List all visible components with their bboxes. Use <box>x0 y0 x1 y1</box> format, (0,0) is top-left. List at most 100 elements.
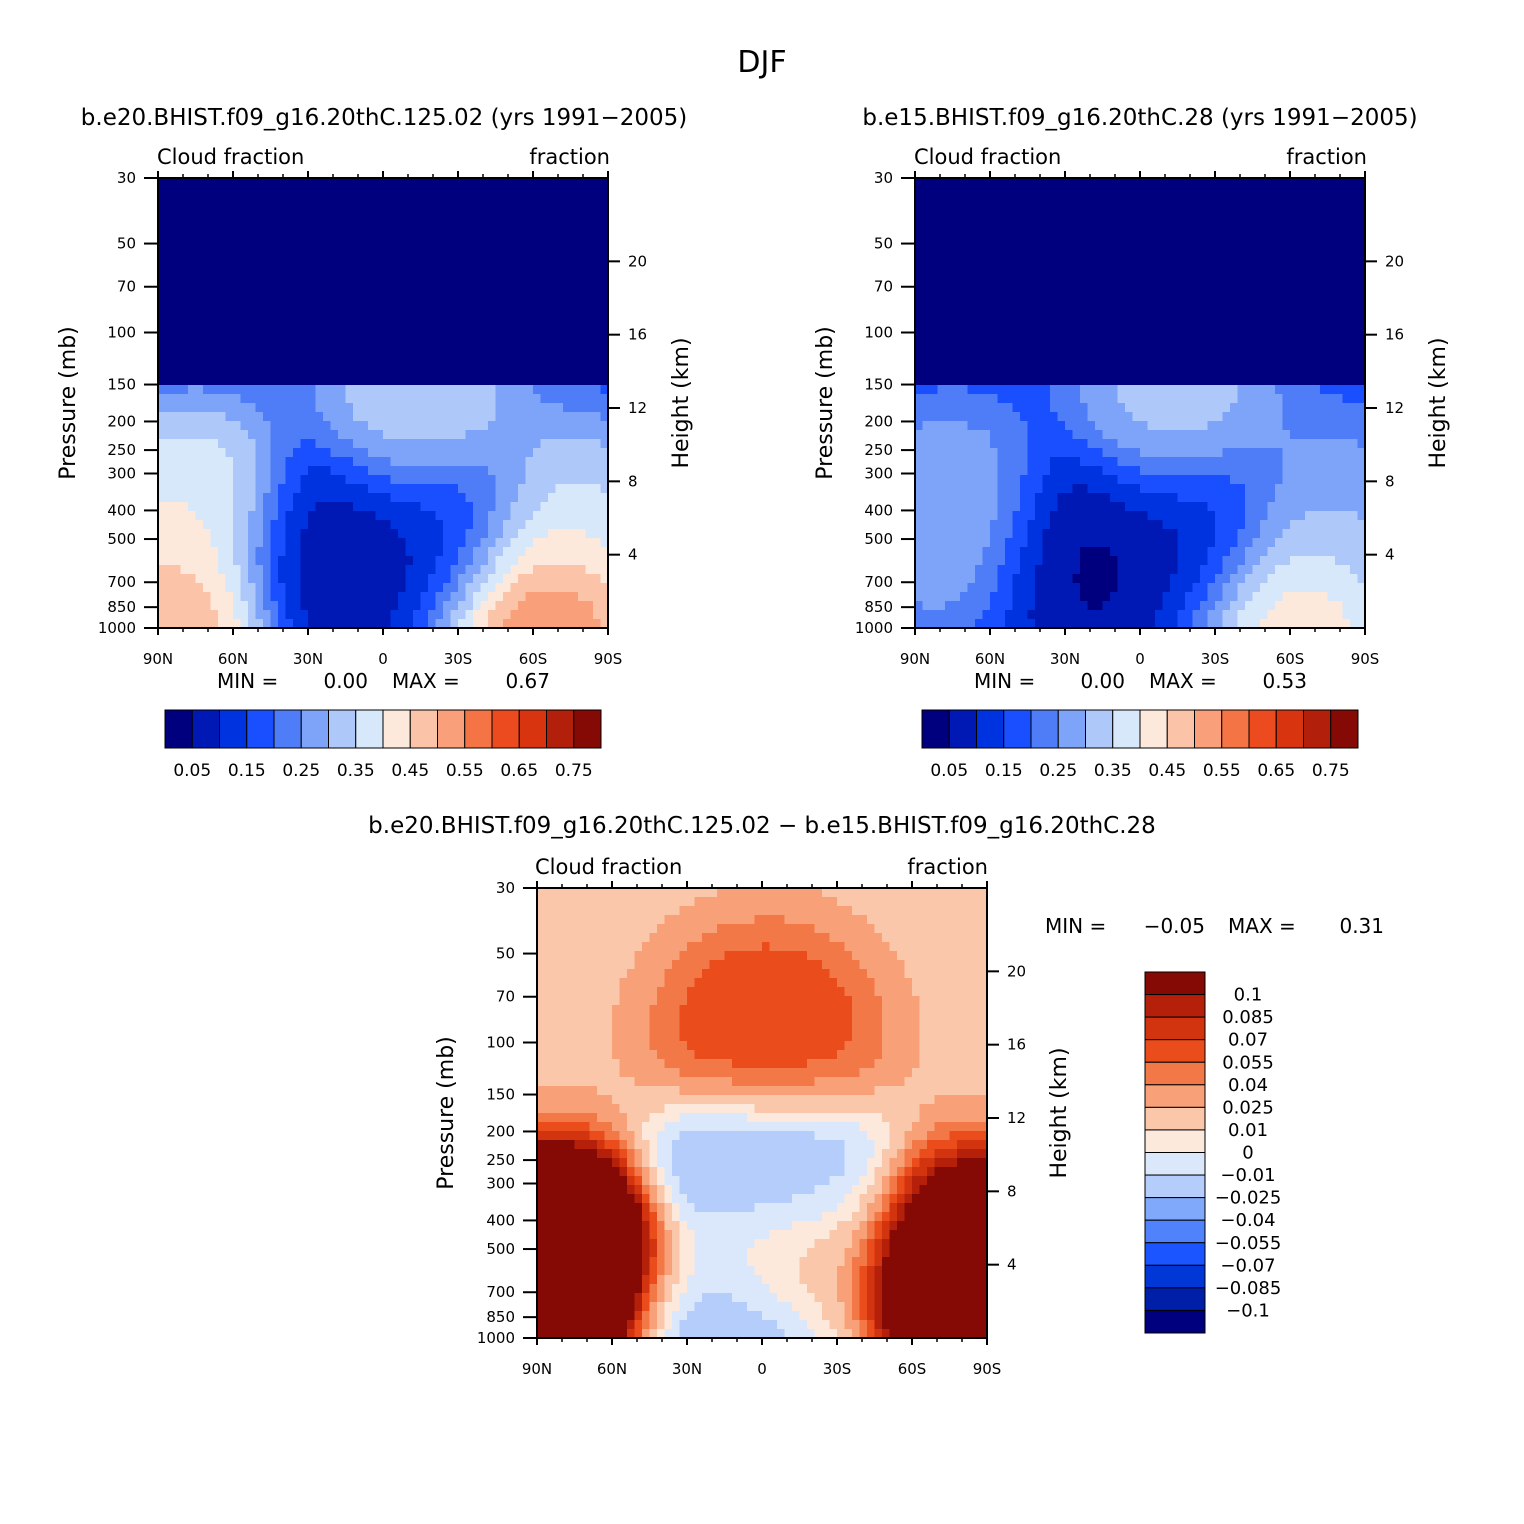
field-cell <box>203 421 212 431</box>
field-cell <box>1027 502 1036 512</box>
field-cell <box>1147 295 1156 305</box>
field-cell <box>1080 187 1089 197</box>
field-cell <box>368 304 377 314</box>
field-cell <box>1057 421 1066 431</box>
field-cell <box>495 286 504 296</box>
field-cell <box>1155 358 1164 368</box>
field-cell <box>443 394 452 404</box>
field-cell <box>1050 529 1059 539</box>
field-cell <box>1012 277 1021 287</box>
field-cell <box>1027 466 1036 476</box>
field-cell <box>525 376 534 386</box>
field-cell <box>1065 322 1074 332</box>
field-cell <box>937 205 946 215</box>
field-cell <box>405 340 414 350</box>
field-cell <box>1155 430 1164 440</box>
field-cell <box>570 205 579 215</box>
field-cell <box>240 241 249 251</box>
field-cell <box>368 358 377 368</box>
field-cell <box>593 331 602 341</box>
field-cell <box>1125 340 1134 350</box>
field-cell <box>990 610 999 620</box>
field-cell <box>1117 448 1126 458</box>
field-cell <box>368 259 377 269</box>
field-cell <box>458 196 467 206</box>
field-cell <box>1110 385 1119 395</box>
field-cell <box>240 304 249 314</box>
field-cell <box>240 340 249 350</box>
field-cell <box>1042 565 1051 575</box>
field-cell <box>930 601 939 611</box>
field-cell <box>165 241 174 251</box>
field-cell <box>1020 529 1029 539</box>
field-cell <box>300 538 309 548</box>
field-cell <box>330 619 339 629</box>
field-cell <box>960 502 969 512</box>
field-cell <box>435 205 444 215</box>
field-cell <box>548 430 557 440</box>
field-cell <box>1110 565 1119 575</box>
field-cell <box>473 502 482 512</box>
field-cell <box>473 403 482 413</box>
field-cell <box>1012 583 1021 593</box>
field-cell <box>210 457 219 467</box>
field-cell <box>165 277 174 287</box>
field-cell <box>195 178 204 188</box>
field-cell <box>360 403 369 413</box>
field-cell <box>405 196 414 206</box>
field-cell <box>300 196 309 206</box>
field-cell <box>390 313 399 323</box>
field-cell <box>255 574 264 584</box>
field-cell <box>563 358 572 368</box>
field-cell <box>465 403 474 413</box>
field-cell <box>1050 475 1059 485</box>
field-cell <box>1117 295 1126 305</box>
field-cell <box>1162 367 1171 377</box>
field-cell <box>165 313 174 323</box>
field-cell <box>308 430 317 440</box>
field-cell <box>413 547 422 557</box>
field-cell <box>540 457 549 467</box>
field-cell <box>975 520 984 530</box>
field-cell <box>578 223 587 233</box>
field-cell <box>225 295 234 305</box>
field-cell <box>945 574 954 584</box>
field-cell <box>300 430 309 440</box>
field-cell <box>1095 439 1104 449</box>
field-cell <box>1072 394 1081 404</box>
field-cell <box>443 241 452 251</box>
field-cell <box>1140 601 1149 611</box>
field-cell <box>488 259 497 269</box>
field-cell <box>473 340 482 350</box>
field-cell <box>1110 295 1119 305</box>
field-cell <box>922 493 931 503</box>
field-cell <box>600 367 609 377</box>
field-cell <box>255 610 264 620</box>
field-cell <box>533 448 542 458</box>
field-cell <box>158 268 167 278</box>
field-cell <box>1177 466 1186 476</box>
field-cell <box>952 376 961 386</box>
field-cell <box>263 268 272 278</box>
field-cell <box>510 430 519 440</box>
field-cell <box>548 475 557 485</box>
field-cell <box>600 196 609 206</box>
field-cell <box>435 214 444 224</box>
field-cell <box>915 448 924 458</box>
field-cell <box>218 484 227 494</box>
field-cell <box>1057 583 1066 593</box>
field-cell <box>473 376 482 386</box>
field-cell <box>1065 574 1074 584</box>
field-cell <box>420 223 429 233</box>
field-cell <box>937 358 946 368</box>
field-cell <box>480 502 489 512</box>
field-cell <box>368 547 377 557</box>
field-cell <box>428 340 437 350</box>
colorbar-box <box>328 709 357 749</box>
field-cell <box>1140 403 1149 413</box>
field-cell <box>173 367 182 377</box>
field-cell <box>510 277 519 287</box>
field-cell <box>398 250 407 260</box>
field-cell <box>360 277 369 287</box>
field-cell <box>593 448 602 458</box>
